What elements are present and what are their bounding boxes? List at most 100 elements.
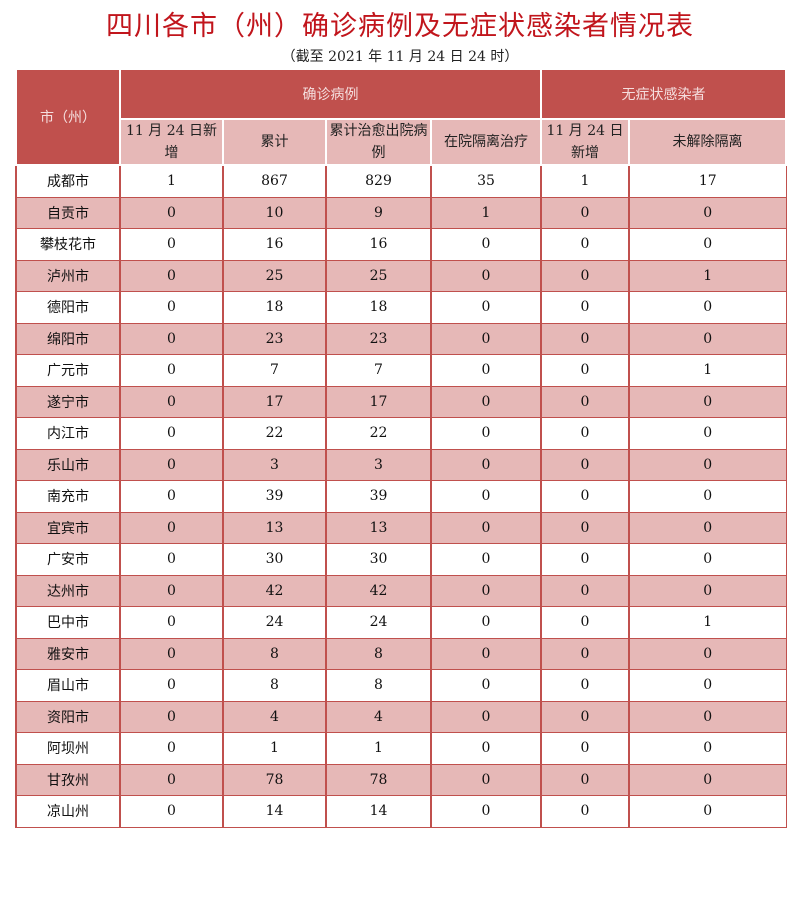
city-name: 南充市 bbox=[15, 480, 121, 513]
table-cell: 0 bbox=[540, 732, 630, 765]
table-cell: 0 bbox=[430, 700, 542, 733]
header-col: 累计治愈出院病例 bbox=[325, 118, 432, 166]
table-cell: 829 bbox=[325, 164, 432, 198]
table-row: 甘孜州 0 78 78 0 0 0 bbox=[15, 763, 787, 796]
city-name: 凉山州 bbox=[15, 795, 121, 828]
table-cell: 0 bbox=[628, 385, 787, 418]
table-row: 雅安市 0 8 8 0 0 0 bbox=[15, 637, 787, 670]
table-cell: 0 bbox=[430, 669, 542, 702]
header-confirmed: 确诊病例 bbox=[119, 68, 542, 120]
table-cell: 30 bbox=[325, 543, 432, 576]
table-cell: 0 bbox=[119, 606, 224, 639]
city-name: 成都市 bbox=[15, 164, 121, 198]
table-cell: 39 bbox=[222, 480, 327, 513]
header-asymptomatic: 无症状感染者 bbox=[540, 68, 787, 120]
table-cell: 0 bbox=[119, 322, 224, 355]
city-name: 资阳市 bbox=[15, 700, 121, 733]
table-cell: 22 bbox=[222, 417, 327, 450]
table-cell: 0 bbox=[119, 669, 224, 702]
page-title: 四川各市（州）确诊病例及无症状感染者情况表 bbox=[106, 11, 694, 42]
table-cell: 0 bbox=[628, 669, 787, 702]
table-row: 德阳市 0 18 18 0 0 0 bbox=[15, 291, 787, 324]
table-cell: 0 bbox=[119, 574, 224, 607]
table-cell: 18 bbox=[222, 291, 327, 324]
city-name: 甘孜州 bbox=[15, 763, 121, 796]
table-cell: 867 bbox=[222, 164, 327, 198]
table-cell: 0 bbox=[119, 259, 224, 292]
table-cell: 0 bbox=[540, 606, 630, 639]
table-cell: 0 bbox=[628, 637, 787, 670]
table-cell: 0 bbox=[119, 385, 224, 418]
table-cell: 0 bbox=[628, 480, 787, 513]
table-cell: 9 bbox=[325, 196, 432, 229]
table-cell: 0 bbox=[628, 763, 787, 796]
table-cell: 0 bbox=[430, 228, 542, 261]
table-cell: 0 bbox=[540, 322, 630, 355]
table-cell: 0 bbox=[119, 543, 224, 576]
table-cell: 0 bbox=[119, 637, 224, 670]
table-cell: 17 bbox=[222, 385, 327, 418]
table-cell: 0 bbox=[628, 795, 787, 828]
table-cell: 0 bbox=[628, 291, 787, 324]
table-cell: 0 bbox=[628, 417, 787, 450]
table-cell: 0 bbox=[430, 763, 542, 796]
table-row: 广安市 0 30 30 0 0 0 bbox=[15, 543, 787, 576]
table-cell: 0 bbox=[430, 480, 542, 513]
table-cell: 0 bbox=[540, 763, 630, 796]
table-row: 攀枝花市 0 16 16 0 0 0 bbox=[15, 228, 787, 261]
table-cell: 0 bbox=[628, 322, 787, 355]
table-cell: 0 bbox=[628, 543, 787, 576]
header-col: 累计 bbox=[222, 118, 327, 166]
city-name: 绵阳市 bbox=[15, 322, 121, 355]
table-cell: 30 bbox=[222, 543, 327, 576]
table-cell: 42 bbox=[325, 574, 432, 607]
table-cell: 0 bbox=[430, 795, 542, 828]
city-name: 内江市 bbox=[15, 417, 121, 450]
table-cell: 1 bbox=[628, 259, 787, 292]
table-cell: 0 bbox=[540, 637, 630, 670]
table-cell: 0 bbox=[430, 606, 542, 639]
header-col: 11 月 24 日新增 bbox=[119, 118, 224, 166]
table-cell: 0 bbox=[119, 417, 224, 450]
table-cell: 1 bbox=[540, 164, 630, 198]
table-row: 达州市 0 42 42 0 0 0 bbox=[15, 574, 787, 607]
table-cell: 1 bbox=[430, 196, 542, 229]
table-cell: 42 bbox=[222, 574, 327, 607]
table-cell: 1 bbox=[628, 606, 787, 639]
table-cell: 0 bbox=[540, 259, 630, 292]
table-cell: 3 bbox=[325, 448, 432, 481]
table-cell: 25 bbox=[325, 259, 432, 292]
table-body: 成都市 1 867 829 35 1 17 自贡市 0 10 9 1 0 0 攀枝花市 0 16 16 0 0 0 泸州市… bbox=[15, 164, 787, 828]
table-row: 宜宾市 0 13 13 0 0 0 bbox=[15, 511, 787, 544]
table-cell: 3 bbox=[222, 448, 327, 481]
table-cell: 8 bbox=[325, 637, 432, 670]
table-cell: 23 bbox=[325, 322, 432, 355]
table-cell: 22 bbox=[325, 417, 432, 450]
city-name: 自贡市 bbox=[15, 196, 121, 229]
table-cell: 1 bbox=[325, 732, 432, 765]
header-city: 市（州） bbox=[15, 68, 121, 166]
table-cell: 24 bbox=[325, 606, 432, 639]
city-name: 阿坝州 bbox=[15, 732, 121, 765]
table-cell: 8 bbox=[325, 669, 432, 702]
table-row: 凉山州 0 14 14 0 0 0 bbox=[15, 795, 787, 828]
table-row: 阿坝州 0 1 1 0 0 0 bbox=[15, 732, 787, 765]
table-row: 广元市 0 7 7 0 0 1 bbox=[15, 354, 787, 387]
table-cell: 0 bbox=[540, 700, 630, 733]
table-cell: 8 bbox=[222, 669, 327, 702]
table-cell: 17 bbox=[325, 385, 432, 418]
table-cell: 0 bbox=[540, 291, 630, 324]
table-cell: 0 bbox=[540, 574, 630, 607]
table-cell: 0 bbox=[119, 763, 224, 796]
table-cell: 0 bbox=[540, 385, 630, 418]
table-row: 自贡市 0 10 9 1 0 0 bbox=[15, 196, 787, 229]
table-cell: 18 bbox=[325, 291, 432, 324]
city-name: 达州市 bbox=[15, 574, 121, 607]
table-cell: 0 bbox=[540, 228, 630, 261]
table-cell: 14 bbox=[325, 795, 432, 828]
table-cell: 0 bbox=[628, 448, 787, 481]
table-cell: 25 bbox=[222, 259, 327, 292]
table-cell: 78 bbox=[325, 763, 432, 796]
table-row: 眉山市 0 8 8 0 0 0 bbox=[15, 669, 787, 702]
table-cell: 0 bbox=[628, 228, 787, 261]
